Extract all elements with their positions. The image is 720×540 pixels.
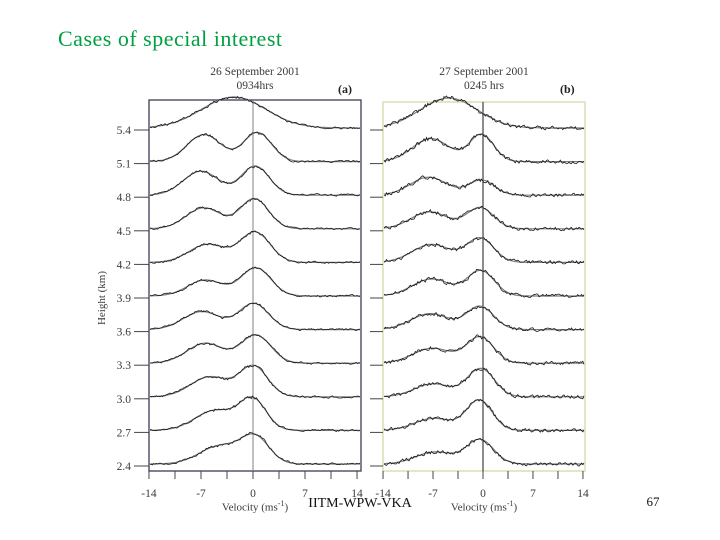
measured-spectrum-line [149, 302, 361, 332]
gaussian-fit-line [149, 334, 360, 364]
panel-b-plot: -14 -7 0 7 14 [370, 95, 589, 500]
panel-a-plot: -14 -7 0 7 14 5.4 5.1 4.8 4.5 4.2 3.9 3.6 3.3 3.0 2.7 2… [117, 95, 363, 500]
height-tick-label: 5.4 [117, 125, 132, 137]
measured-spectrum-line [383, 205, 585, 232]
measured-spectrum-line [149, 165, 361, 197]
measured-spectrum-line [149, 198, 361, 231]
measured-spectrum-line [384, 367, 585, 400]
gaussian-fit-line [149, 231, 360, 263]
measured-spectrum-line [150, 334, 361, 365]
x-axis-ticks [148, 471, 358, 479]
x-tick-label: 14 [351, 488, 363, 500]
panel-a-x-axis-label-post: ) [284, 501, 289, 514]
height-tick-label: 5.1 [117, 159, 132, 171]
gaussian-fit-line [383, 133, 584, 163]
panel-a-subtitle: 0934hrs [236, 80, 274, 92]
gaussian-fit-line [383, 335, 584, 364]
gaussian-fit-line [384, 438, 584, 465]
x-tick-label: -14 [375, 488, 391, 500]
measured-spectrum-line [383, 175, 585, 198]
measured-spectrum-line [149, 95, 361, 130]
height-ticks [370, 129, 383, 467]
spectra-traces [149, 95, 361, 466]
gaussian-fit-line [149, 433, 360, 465]
footer-text: IITM-WPW-VKA [308, 496, 412, 511]
gaussian-fit-line [149, 197, 360, 230]
height-tick-label: 4.2 [117, 259, 132, 271]
x-axis-tick-labels: -14 -7 0 7 14 [375, 488, 589, 500]
measured-spectrum-line [383, 305, 585, 332]
panel-a-title: 26 September 2001 [210, 66, 300, 78]
x-tick-label: -7 [428, 488, 438, 500]
gaussian-fit-line [383, 206, 584, 230]
gaussian-fit-line [383, 367, 584, 398]
x-tick-label: 7 [530, 488, 536, 500]
panel-a-x-axis-label-sup: -1 [277, 499, 285, 508]
height-tick-label: 3.6 [117, 327, 132, 339]
height-tick-label: 2.4 [117, 461, 132, 473]
gaussian-fit-line [383, 269, 584, 297]
measured-spectrum-line [149, 266, 361, 298]
measured-spectrum-line [383, 237, 585, 265]
gaussian-fit-line [150, 302, 360, 331]
gaussian-fit-line [150, 364, 360, 398]
x-tick-label: 0 [250, 488, 256, 500]
measured-spectrum-line [149, 364, 361, 399]
measured-spectrum-line [150, 431, 361, 466]
gaussian-fit-line [383, 399, 584, 431]
panel-b-x-axis-label-sup: -1 [506, 499, 514, 508]
height-tick-label: 3.3 [117, 360, 132, 372]
measured-spectrum-line [383, 95, 585, 131]
height-tick-label: 2.7 [117, 427, 132, 439]
panel-a-x-axis-label-pre: Velocity (ms [221, 501, 278, 514]
height-tick-label: 3.0 [117, 394, 132, 406]
panel-b-subtitle: 0245 hrs [464, 80, 504, 92]
panel-a-tag: (a) [338, 82, 352, 96]
x-tick-label: -7 [196, 488, 206, 500]
measured-spectrum-line [149, 131, 361, 164]
spectra-traces [383, 95, 585, 467]
panel-a-x-axis-label: Velocity (ms-1) [149, 499, 361, 514]
panel-b-x-axis-label: Velocity (ms-1) [383, 499, 585, 514]
measured-spectrum-line [383, 133, 585, 165]
panel-b-tag: (b) [560, 82, 575, 96]
x-tick-label: -14 [141, 488, 157, 500]
measured-spectrum-line [383, 334, 585, 366]
panel-b-x-axis-label-pre: Velocity (ms [450, 501, 507, 514]
measured-spectrum-line [383, 268, 585, 299]
height-tick-label: 4.5 [117, 226, 132, 238]
gaussian-fit-line [149, 165, 360, 196]
measured-spectrum-line [149, 230, 361, 264]
measured-spectrum-line [149, 395, 361, 432]
panel-b-x-axis-label-post: ) [513, 501, 518, 514]
height-ticks: 5.4 5.1 4.8 4.5 4.2 3.9 3.6 3.3 3.0 2.7 2.4 [117, 125, 149, 473]
gaussian-fit-line [150, 131, 360, 163]
gaussian-fit-line [383, 305, 584, 331]
gaussian-fit-line [383, 176, 584, 196]
height-tick-label: 3.9 [117, 293, 132, 305]
slide-title: Cases of special interest [58, 26, 283, 51]
y-axis-label: Height (km) [96, 270, 109, 326]
measured-spectrum-line [383, 437, 585, 467]
x-tick-label: 7 [302, 488, 308, 500]
plot-border [148, 99, 362, 472]
x-axis-tick-labels: -14 -7 0 7 14 [141, 488, 363, 500]
gaussian-fit-line [149, 96, 360, 129]
plot-border [382, 101, 586, 472]
gaussian-fit-line [149, 267, 360, 297]
panel-b-title: 27 September 2001 [439, 66, 529, 78]
measured-spectrum-line [383, 398, 585, 433]
page-number: 67 [646, 494, 660, 509]
height-tick-label: 4.8 [117, 192, 132, 204]
x-axis-ticks [382, 471, 584, 479]
x-tick-label: 14 [577, 488, 589, 500]
x-tick-label: 0 [480, 488, 486, 500]
